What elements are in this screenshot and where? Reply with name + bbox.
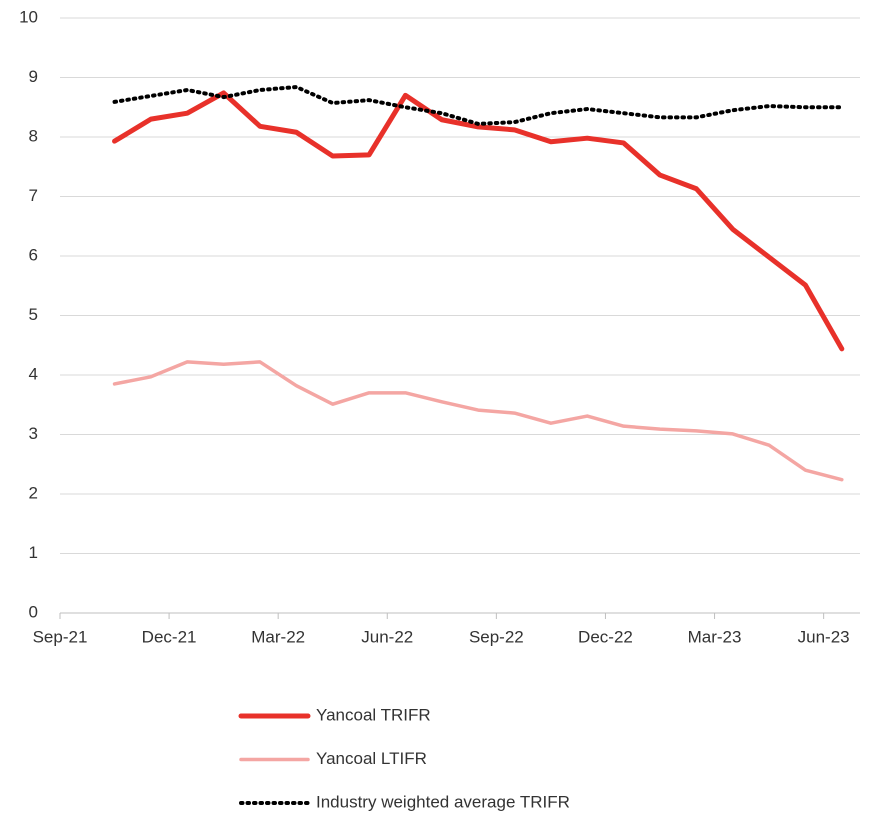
y-tick-label: 8 [29,126,38,145]
legend-label: Yancoal LTIFR [316,749,427,768]
x-tick-label: Jun-23 [798,627,850,646]
legend-label: Industry weighted average TRIFR [316,792,570,811]
series-line [112,85,844,126]
y-tick-label: 0 [29,602,38,621]
y-tick-label: 9 [29,67,38,86]
y-tick-label: 5 [29,305,38,324]
series-line [112,360,844,482]
y-tick-label: 7 [29,186,38,205]
y-tick-label: 3 [29,424,38,443]
x-tick-label: Dec-21 [142,627,197,646]
series-line [112,90,845,352]
x-tick-label: Mar-23 [688,627,742,646]
x-tick-label: Dec-22 [578,627,633,646]
x-tick-label: Sep-21 [33,627,88,646]
x-tick-label: Jun-22 [361,627,413,646]
legend-label: Yancoal TRIFR [316,705,431,724]
x-tick-label: Sep-22 [469,627,524,646]
y-tick-label: 10 [19,7,38,26]
y-tick-label: 2 [29,483,38,502]
y-tick-label: 6 [29,245,38,264]
y-tick-label: 4 [29,364,38,383]
x-tick-label: Mar-22 [251,627,305,646]
y-tick-label: 1 [29,543,38,562]
